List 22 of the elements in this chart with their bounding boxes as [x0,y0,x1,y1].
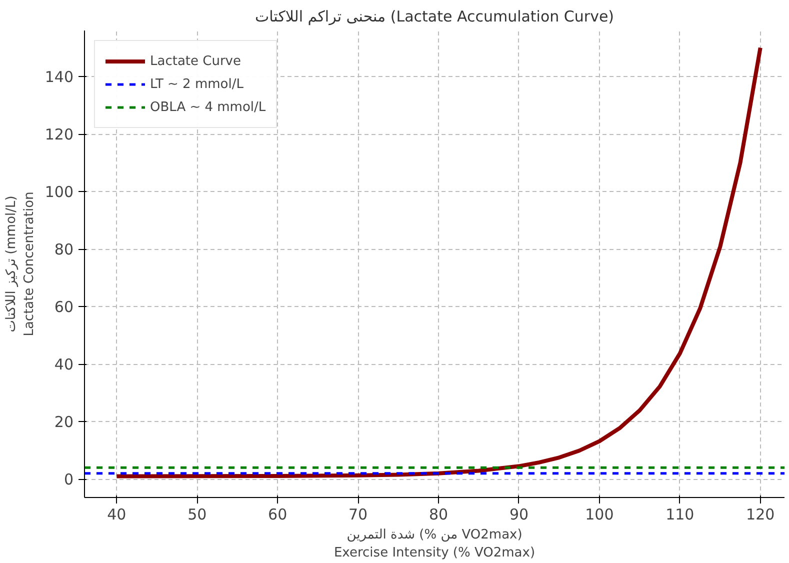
x-tick-label: 80 [428,506,448,524]
x-tick-label: 40 [107,506,126,524]
y-tick-label: 140 [44,68,74,86]
y-tick-label: 40 [54,356,74,374]
y-tick-label: 20 [54,413,74,432]
legend-label: OBLA ~ 4 mmol/L [150,100,266,114]
y-tick-label: 60 [54,298,74,316]
y-tick-label: 120 [44,126,74,144]
y-tick-label: 100 [44,183,74,202]
x-tick-label: 90 [509,506,529,524]
legend-label: Lactate Curve [150,54,241,68]
x-tick-label: 70 [348,506,368,524]
x-tick-label: 120 [746,506,775,524]
x-tick-label: 60 [268,506,288,524]
legend-label: LT ~ 2 mmol/L [150,76,244,92]
x-tick-label: 110 [666,506,694,524]
y-tick-label: 0 [64,470,74,489]
x-tick-label: 50 [188,506,207,524]
chart-title: منحنى تراكم اللاكتات (Lactate Accumulation Curve) [254,8,614,26]
line-series [114,46,762,478]
y-tick-label: 80 [54,240,74,259]
x-tick-label: 100 [585,506,614,524]
